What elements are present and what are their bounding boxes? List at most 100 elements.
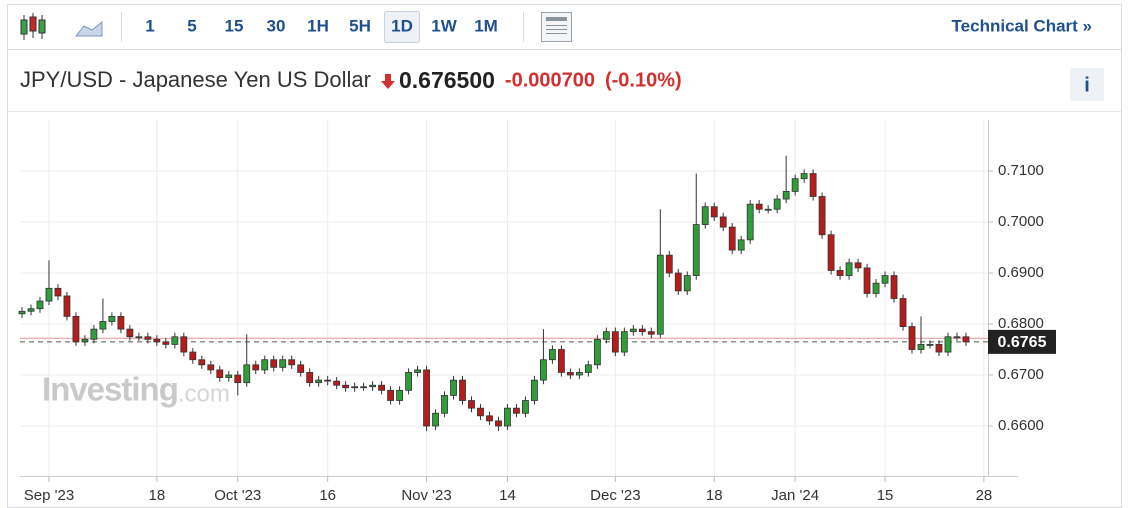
candle-body	[27, 308, 35, 312]
x-tick-label: Dec '23	[590, 487, 640, 504]
change: -0.000700	[505, 69, 595, 91]
y-tick-label: 0.7100	[998, 162, 1044, 179]
candle-body	[135, 336, 143, 339]
candle-body	[432, 412, 439, 427]
interval-button[interactable]: 1D	[391, 16, 413, 35]
candle-body	[647, 331, 655, 335]
candle-body	[63, 295, 71, 317]
candle-body	[396, 389, 403, 401]
interval-button[interactable]: 5H	[349, 16, 371, 35]
candle-body	[234, 374, 242, 384]
candle-body	[620, 331, 628, 353]
interval-button[interactable]: 30	[267, 16, 286, 35]
candle-body	[225, 374, 233, 378]
candle-body	[387, 389, 394, 401]
candle-body	[854, 262, 862, 269]
candle-body	[81, 338, 89, 343]
interval-button[interactable]: 15	[225, 16, 244, 35]
candle-body	[540, 359, 547, 381]
candle-icon[interactable]	[20, 13, 46, 40]
x-tick-label: 28	[976, 487, 993, 504]
candle-body	[593, 338, 601, 366]
candle-body	[944, 336, 952, 353]
candle-body	[683, 275, 691, 292]
x-tick-label: Jan '24	[771, 487, 819, 504]
interval-button[interactable]: 1	[145, 16, 154, 35]
x-tick-label: 15	[877, 487, 894, 504]
last-price-label: 0.6765	[998, 334, 1047, 351]
candle-body	[791, 178, 799, 192]
candle-body	[108, 315, 116, 322]
line-icon[interactable]	[74, 20, 103, 37]
candle-body	[198, 359, 206, 366]
candle-body	[917, 344, 925, 350]
candle-body	[746, 203, 754, 241]
candle-body	[908, 326, 916, 350]
candle-body	[872, 282, 880, 294]
candle-body	[450, 379, 457, 396]
candle-body	[369, 384, 377, 388]
candle-body	[953, 336, 961, 339]
candle-body	[189, 351, 197, 361]
candle-body	[216, 369, 224, 378]
candle-body	[549, 349, 556, 361]
candle-body	[629, 328, 637, 333]
candle-body	[755, 203, 763, 210]
candle-body	[243, 364, 251, 384]
x-tick-label: 18	[706, 487, 723, 504]
candle-body	[360, 386, 368, 389]
candle-body	[701, 206, 709, 225]
candle-body	[809, 173, 817, 197]
candle-body	[674, 272, 682, 292]
candle-body	[459, 379, 466, 401]
candle-body	[441, 395, 448, 414]
layout-icon[interactable]	[541, 12, 572, 42]
info-icon[interactable]: i	[1084, 74, 1090, 96]
y-tick-label: 0.6900	[998, 264, 1044, 281]
candle-body	[468, 400, 475, 409]
candle-body	[342, 384, 350, 389]
candle-body	[827, 234, 835, 271]
candle-body	[261, 359, 269, 371]
y-tick-label: 0.6600	[998, 417, 1044, 434]
candle-body	[638, 328, 646, 333]
candle-body	[836, 270, 844, 276]
candle-body	[890, 275, 898, 299]
candle-body	[845, 262, 853, 276]
y-tick-label: 0.6800	[998, 315, 1044, 332]
candle-body	[72, 315, 80, 343]
candle-body	[692, 224, 700, 276]
change-percent: (-0.10%)	[605, 69, 682, 91]
candle-body	[279, 359, 287, 368]
candle-body	[773, 198, 781, 210]
candle-body	[665, 254, 673, 274]
candle-body	[45, 287, 53, 302]
info-button[interactable]	[1070, 68, 1104, 101]
candle-body	[962, 336, 970, 343]
candle-body	[288, 359, 296, 366]
candle-body	[495, 420, 502, 427]
candle-body	[728, 226, 736, 251]
interval-button[interactable]: 5	[187, 16, 196, 35]
candle-body	[333, 380, 341, 386]
candle-body	[270, 359, 278, 368]
candle-body	[414, 369, 421, 373]
candle-body	[800, 173, 808, 180]
candle-body	[423, 369, 430, 427]
candle-body	[737, 239, 745, 251]
interval-button[interactable]: 1M	[474, 16, 498, 35]
technical-chart-link[interactable]: Technical Chart »	[952, 16, 1092, 35]
candle-body	[252, 364, 260, 371]
candle-body	[504, 407, 511, 427]
candle-body	[126, 328, 134, 338]
candle-body	[90, 328, 98, 340]
x-tick-label: 16	[319, 487, 336, 504]
candle-body	[180, 336, 188, 353]
interval-button[interactable]: 1W	[431, 16, 457, 35]
candle-body	[531, 379, 538, 401]
x-tick-label: Oct '23	[214, 487, 261, 504]
interval-button[interactable]: 1H	[307, 16, 329, 35]
frame	[7, 4, 1122, 508]
candle-body	[782, 191, 790, 200]
